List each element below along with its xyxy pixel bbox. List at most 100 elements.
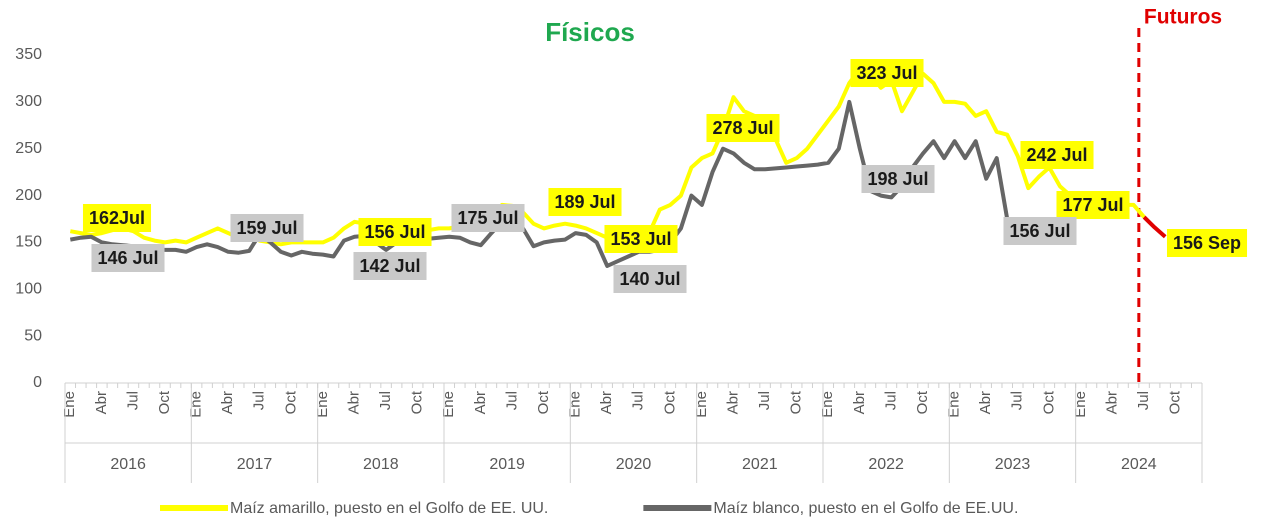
x-tick-label: Jul (1135, 391, 1152, 410)
x-tick-label: Oct (661, 390, 678, 414)
year-label: 2022 (868, 456, 904, 473)
x-tick-label: Abr (977, 391, 994, 414)
x-tick-label: Abr (598, 391, 615, 414)
data-label-bg (706, 114, 780, 142)
data-label: 177 Jul (1056, 191, 1130, 219)
x-tick-label: Ene (440, 391, 457, 418)
x-tick-label: Oct (1040, 390, 1057, 414)
y-tick-label: 300 (15, 93, 42, 110)
x-tick-label: Ene (188, 391, 205, 418)
data-label-text: 142 Jul (359, 256, 420, 276)
x-tick-label: Jul (251, 391, 268, 410)
y-tick-label: 350 (15, 46, 42, 63)
data-label: 189 Jul (548, 188, 622, 216)
year-label: 2024 (1121, 456, 1157, 473)
data-label-text: 162Jul (89, 208, 145, 228)
data-label-bg (353, 252, 427, 280)
data-label: 242 Jul (1020, 141, 1094, 169)
x-tick-label: Jul (630, 391, 647, 410)
year-label: 2016 (110, 456, 146, 473)
data-label: 156 Jul (358, 218, 432, 246)
data-label-bg (1056, 191, 1130, 219)
x-tick-label: Abr (472, 391, 489, 414)
data-label: 175 Jul (451, 204, 525, 232)
data-label-bg (613, 265, 687, 293)
data-label-text: 153 Jul (610, 229, 671, 249)
data-label-bg (230, 214, 304, 242)
x-tick-label: Jul (882, 391, 899, 410)
x-tick-label: Abr (1103, 391, 1120, 414)
data-label-text: 175 Jul (457, 208, 518, 228)
x-tick-label: Ene (1072, 391, 1089, 418)
data-label-bg (451, 204, 525, 232)
x-tick-label: Oct (914, 390, 931, 414)
year-label: 2020 (616, 456, 652, 473)
data-label-text: 156 Jul (364, 222, 425, 242)
data-label-bg (82, 204, 152, 232)
data-label-text: 323 Jul (856, 63, 917, 83)
data-label-text: 198 Jul (867, 169, 928, 189)
data-label-text: 177 Jul (1062, 195, 1123, 215)
y-tick-label: 250 (15, 140, 42, 157)
y-tick-label: 200 (15, 187, 42, 204)
data-label-text: 146 Jul (97, 248, 158, 268)
x-tick-label: Oct (156, 390, 173, 414)
y-tick-label: 150 (15, 234, 42, 251)
x-tick-label: Jul (1009, 391, 1026, 410)
series-line (1142, 215, 1167, 239)
x-tick-label: Oct (282, 390, 299, 414)
x-tick-label: Abr (93, 391, 110, 414)
x-tick-label: Jul (503, 391, 520, 410)
x-tick-label: Abr (219, 391, 236, 414)
x-tick-label: Ene (693, 391, 710, 418)
data-label: 142 Jul (353, 252, 427, 280)
year-label: 2018 (363, 456, 399, 473)
legend-label: Maíz amarillo, puesto en el Golfo de EE.… (230, 500, 548, 517)
data-label-text: 156 Sep (1173, 233, 1241, 253)
data-label: 323 Jul (850, 59, 924, 87)
data-label-text: 242 Jul (1026, 145, 1087, 165)
data-label: 278 Jul (706, 114, 780, 142)
year-label: 2019 (489, 456, 525, 473)
chart-title: Físicos (545, 17, 635, 47)
data-label-bg (91, 244, 165, 272)
data-label: 198 Jul (861, 165, 935, 193)
x-tick-label: Ene (61, 391, 78, 418)
x-tick-label: Jul (124, 391, 141, 410)
data-label: 146 Jul (91, 244, 165, 272)
y-tick-label: 50 (24, 327, 42, 344)
x-tick-label: Abr (851, 391, 868, 414)
legend-label: Maíz blanco, puesto en el Golfo de EE.UU… (713, 500, 1018, 517)
data-label: 159 Jul (230, 214, 304, 242)
data-label-bg (1020, 141, 1094, 169)
data-label-text: 156 Jul (1009, 221, 1070, 241)
data-label-bg (358, 218, 432, 246)
x-tick-label: Oct (1167, 390, 1184, 414)
x-tick-label: Abr (724, 391, 741, 414)
data-label-text: 278 Jul (712, 118, 773, 138)
data-label-bg (604, 225, 678, 253)
year-label: 2017 (237, 456, 273, 473)
series-line (69, 99, 1020, 268)
x-tick-label: Ene (314, 391, 331, 418)
year-label: 2021 (742, 456, 778, 473)
data-label-text: 189 Jul (554, 192, 615, 212)
x-tick-label: Oct (788, 390, 805, 414)
x-tick-label: Jul (377, 391, 394, 410)
x-tick-label: Ene (946, 391, 963, 418)
data-label-bg (1166, 229, 1248, 257)
x-tick-label: Jul (756, 391, 773, 410)
x-tick-label: Oct (409, 390, 426, 414)
x-tick-label: Ene (567, 391, 584, 418)
x-tick-label: Ene (819, 391, 836, 418)
futures-label: Futuros (1144, 6, 1222, 29)
data-label-bg (861, 165, 935, 193)
year-label: 2023 (995, 456, 1031, 473)
data-label: 153 Jul (604, 225, 678, 253)
data-label: 140 Jul (613, 265, 687, 293)
data-label: 156 Jul (1003, 217, 1077, 245)
data-label: 156 Sep (1166, 229, 1248, 257)
data-label: 162Jul (82, 204, 152, 232)
data-label-bg (1003, 217, 1077, 245)
